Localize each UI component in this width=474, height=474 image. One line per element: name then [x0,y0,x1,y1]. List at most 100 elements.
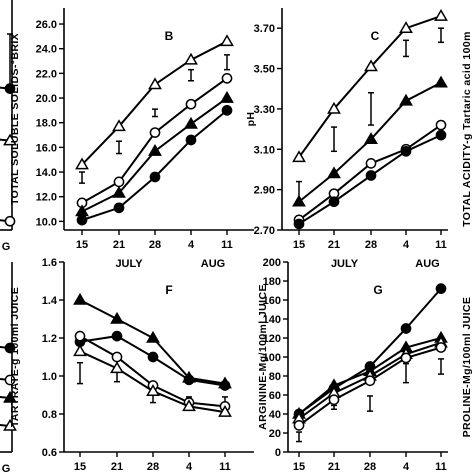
data-point [113,202,125,214]
x-tick-label: 4 [403,461,410,473]
y-tick-label: 1.6 [42,257,57,269]
data-point [221,105,233,116]
data-point [328,394,340,406]
y-tick-label: 140 [263,314,281,326]
series-open-circle [76,72,233,209]
data-point [292,150,306,163]
panel-label: B [165,29,174,43]
x-tick-label: 15 [293,239,305,251]
error-bar [438,27,444,44]
y-axis-title: TOTAL SOLUBLE SOLIDS-°BRIX [9,33,21,205]
data-point [327,166,341,179]
y-tick-label: 20.0 [36,93,57,105]
x-tick-label: 28 [365,239,377,251]
data-point [364,59,378,72]
data-point [435,283,447,294]
data-point [4,374,16,386]
y-tick-label: 0.8 [42,409,57,421]
y-tick-label: 120 [263,333,281,345]
x-tick-label: 11 [435,239,447,251]
x-tick-label: 11 [219,461,231,473]
data-point [327,101,341,114]
data-point [434,8,448,21]
panel-b: 10.0 12.0 14.0 16.0 18.0 20.0 22.0 24.0 26.0 15 21… [9,8,254,270]
error-bar [77,361,83,385]
x-tick-label: 28 [149,239,161,251]
series-open-circle [0,215,16,227]
data-point [4,342,16,354]
data-point [73,292,87,305]
data-point [435,129,447,141]
y-tick-label: 2.90 [254,185,275,197]
y-tick-label: 1.4 [42,295,58,307]
y-tick-label: 22.0 [36,68,57,80]
series-line [81,77,228,204]
data-point [3,390,17,403]
data-point [364,375,376,387]
panel-c: 2.70 2.90 3.10 3.30 3.50 3.70 15 21 28 4 11 JULY AUG… [245,8,473,270]
data-point [292,194,306,207]
x-tick-label: 21 [328,461,340,473]
data-point [110,361,124,374]
x-tick-label: 28 [147,461,159,473]
data-point [147,351,159,363]
data-point [146,384,160,396]
y-tick-label: 60 [269,390,281,402]
data-point [148,143,162,156]
y-tick-label: 3.30 [254,104,275,116]
panel-e: G [0,262,17,474]
error-bar [79,171,85,184]
y-tick-label: 12.0 [36,192,57,204]
x-tick-label: 21 [111,461,123,473]
y-tick-label: 80 [269,371,281,383]
data-point [185,134,197,146]
error-bar [296,431,302,443]
y-tick-label: 26.0 [36,19,57,31]
y-tick-label: 1.2 [42,333,57,345]
x-tick-label: 15 [293,461,305,473]
series-open-triangle [0,133,17,146]
series-open-triangle [73,344,232,417]
error-bar [224,54,230,71]
series-filled-triangle [75,90,234,217]
y-tick-label: 160 [263,295,281,307]
y-tick-label: 3.70 [254,23,275,35]
data-point [400,352,412,364]
data-point [219,380,231,391]
data-point [73,344,87,357]
data-point [435,342,447,353]
month-label-aug: AUG [201,258,225,270]
error-bar [116,140,122,155]
data-point [365,158,377,169]
error-bar [403,39,409,58]
panel-label: C [371,29,380,43]
x-tick-label: 28 [364,461,376,473]
data-point [220,90,234,103]
data-point [185,98,197,110]
series-open-triangle [292,8,448,163]
x-tick-label: 11 [435,461,447,473]
x-tick-label: 11 [221,239,233,251]
error-bar [331,404,337,410]
data-point [148,77,162,90]
month-label-july: JULY [331,258,359,270]
series-filled-circle [0,342,16,354]
y-tick-label: 1.0 [42,371,57,383]
series-filled-triangle [292,75,448,207]
error-bar [188,68,194,82]
x-tick-label: G [2,463,11,474]
error-bar [150,394,156,404]
y-tick-label: 20 [269,428,281,440]
data-point [4,83,16,94]
data-point [75,204,89,217]
data-point [111,330,123,342]
y-tick-label: 180 [263,276,281,288]
right-axis-title: TOTAL ACIDITY-g Tartaric acid 100m [461,31,473,227]
series-line [81,109,228,222]
data-point [399,93,413,106]
data-point [74,330,86,342]
data-point [3,133,17,146]
y-axis-title: TARTRATE-g 100ml JUICE [9,287,21,427]
data-point [111,351,123,363]
